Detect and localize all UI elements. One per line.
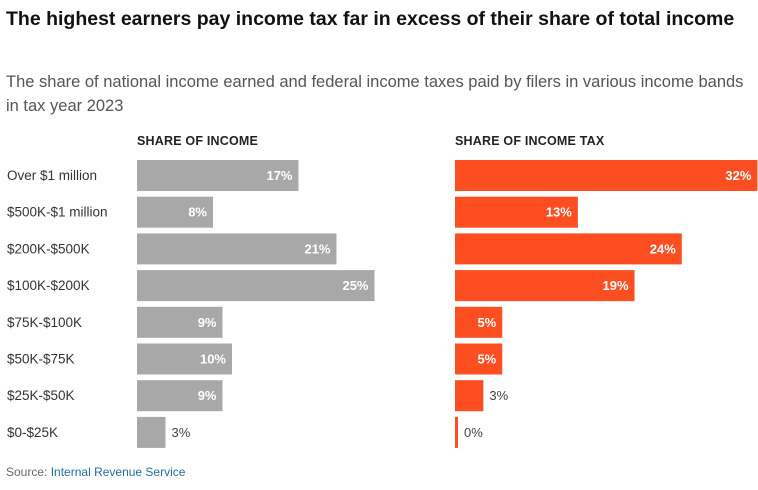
category-label: Over $1 million bbox=[7, 168, 97, 183]
tax-bar bbox=[455, 160, 758, 191]
tax-panel-header: SHARE OF INCOME TAX bbox=[455, 134, 605, 148]
income-value-label: 3% bbox=[172, 425, 191, 440]
tax-value-label: 5% bbox=[477, 352, 496, 367]
category-label: $100K-$200K bbox=[7, 278, 90, 293]
chart-title: The highest earners pay income tax far i… bbox=[6, 8, 735, 30]
income-value-label: 17% bbox=[266, 168, 292, 183]
category-label: $200K-$500K bbox=[7, 241, 90, 256]
source-note: Source: Internal Revenue Service bbox=[6, 465, 185, 479]
income-value-label: 8% bbox=[188, 205, 207, 220]
tax-bar bbox=[455, 343, 503, 375]
income-bar bbox=[137, 270, 375, 302]
tax-value-label: 5% bbox=[477, 315, 496, 330]
tax-bar bbox=[455, 233, 682, 265]
income-bar bbox=[137, 380, 223, 412]
source-link[interactable]: Internal Revenue Service bbox=[50, 465, 186, 479]
category-label: $50K-$75K bbox=[7, 352, 75, 367]
tax-bar bbox=[455, 380, 484, 412]
tax-value-label: 24% bbox=[650, 241, 676, 256]
tax-bar bbox=[455, 270, 635, 302]
income-value-label: 10% bbox=[200, 352, 226, 367]
tax-value-label: 0% bbox=[464, 425, 483, 440]
tax-value-label: 19% bbox=[603, 278, 629, 293]
chart-subtitle: The share of national income earned and … bbox=[6, 73, 744, 115]
source-label: Source: bbox=[6, 465, 51, 479]
tax-value-label: 3% bbox=[489, 388, 508, 403]
category-label: $75K-$100K bbox=[7, 315, 82, 330]
income-bar bbox=[137, 343, 232, 375]
tax-bar bbox=[455, 306, 503, 338]
tax-value-label: 13% bbox=[546, 205, 572, 220]
income-value-label: 25% bbox=[342, 278, 368, 293]
category-label: $25K-$50K bbox=[7, 388, 75, 403]
income-bar bbox=[137, 306, 223, 338]
income-bar bbox=[137, 160, 299, 191]
tax-bar bbox=[455, 196, 578, 228]
income-bar bbox=[137, 233, 337, 265]
income-panel-header: SHARE OF INCOME bbox=[137, 134, 259, 148]
category-label: $0-$25K bbox=[7, 425, 58, 440]
category-label: $500K-$1 million bbox=[7, 205, 108, 220]
tax-bar bbox=[455, 416, 458, 448]
income-value-label: 9% bbox=[198, 315, 217, 330]
income-bar bbox=[137, 416, 166, 448]
income-value-label: 9% bbox=[198, 388, 217, 403]
income-value-label: 21% bbox=[304, 241, 330, 256]
income-bar bbox=[137, 196, 213, 228]
tax-value-label: 32% bbox=[725, 168, 751, 183]
